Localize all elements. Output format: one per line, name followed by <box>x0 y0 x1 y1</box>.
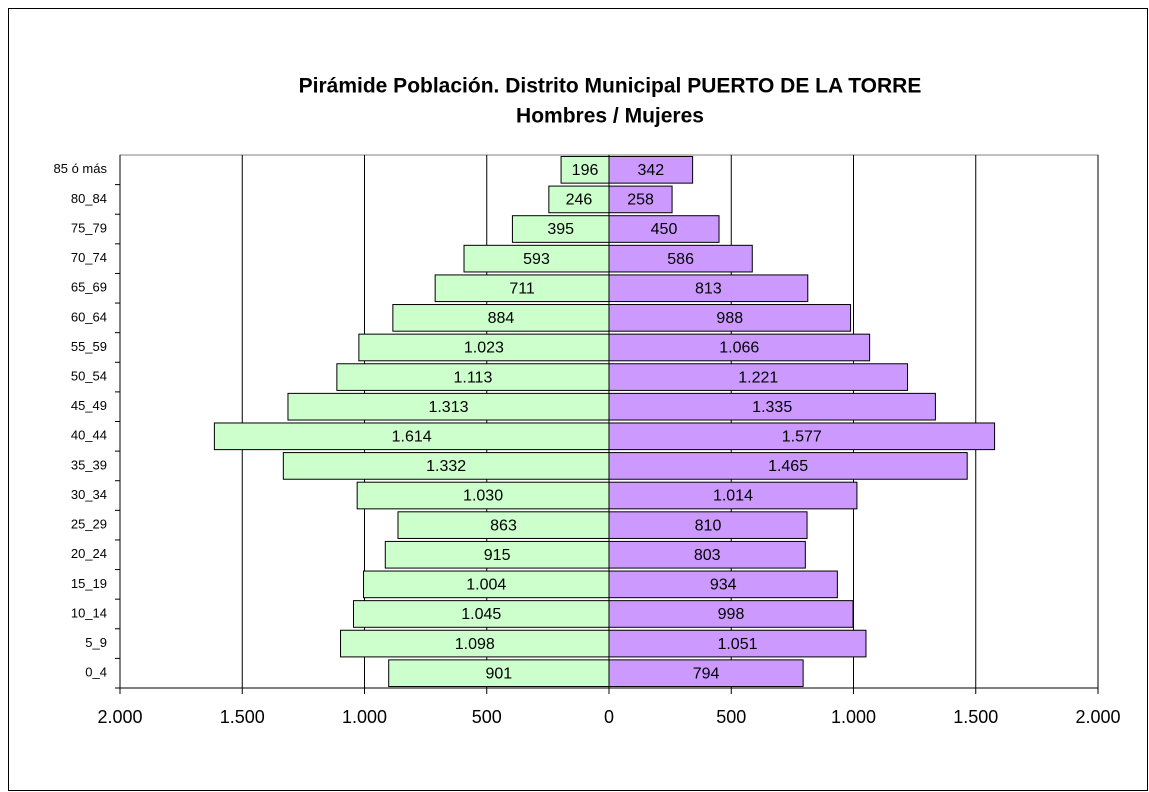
data-label: 1.066 <box>719 340 759 357</box>
data-label: 1.113 <box>454 369 493 386</box>
bar <box>358 333 610 362</box>
data-label: 794 <box>693 665 720 682</box>
data-label: 1.577 <box>782 429 822 446</box>
data-label: 593 <box>523 251 550 268</box>
data-label: 1.098 <box>455 636 495 653</box>
bar <box>397 511 610 539</box>
y-tick-label: 40_44 <box>71 428 107 443</box>
y-tick-label: 60_64 <box>71 309 107 324</box>
y-tick-label: 45_49 <box>71 398 107 413</box>
chart-subtitle: Hombres / Mujeres <box>516 105 704 128</box>
x-tick-label: 1.500 <box>953 707 998 727</box>
y-tick-label: 25_29 <box>71 517 107 532</box>
bar <box>608 481 858 510</box>
data-label: 1.051 <box>717 636 757 653</box>
data-label: 988 <box>716 310 743 327</box>
bar <box>608 363 909 391</box>
bar <box>608 333 871 362</box>
x-tick-label: 1.500 <box>220 707 265 727</box>
y-tick-label: 0_4 <box>85 665 107 680</box>
data-label: 1.045 <box>461 606 501 623</box>
data-label: 246 <box>566 192 593 209</box>
y-tick-label: 85 ó más <box>54 161 108 176</box>
data-label: 395 <box>547 221 574 238</box>
data-label: 901 <box>486 665 513 682</box>
data-label: 1.614 <box>392 429 432 446</box>
y-tick-label: 35_39 <box>71 457 107 472</box>
bar <box>336 363 610 391</box>
x-tick-label: 1.000 <box>831 707 876 727</box>
data-label: 1.004 <box>466 577 506 594</box>
chart-title: Pirámide Población. Distrito Municipal P… <box>299 75 922 98</box>
data-label: 711 <box>509 280 535 297</box>
y-tick-label: 5_9 <box>85 635 107 650</box>
data-label: 810 <box>695 517 722 534</box>
bar <box>356 481 610 510</box>
data-label: 803 <box>694 547 721 564</box>
x-tick-label: 500 <box>472 707 502 727</box>
data-label: 934 <box>710 577 737 594</box>
data-label: 1.465 <box>768 458 808 475</box>
bar <box>287 392 610 421</box>
data-label: 1.014 <box>713 488 753 505</box>
data-label: 342 <box>637 162 664 179</box>
data-label: 813 <box>695 280 722 297</box>
bar <box>434 274 610 303</box>
x-tick-label: 1.000 <box>342 707 387 727</box>
data-label: 998 <box>718 606 745 623</box>
bar <box>608 304 852 332</box>
x-tick-label: 500 <box>716 707 746 727</box>
y-tick-label: 15_19 <box>71 576 107 591</box>
data-label: 1.221 <box>738 369 778 386</box>
y-tick-label: 65_69 <box>71 280 107 295</box>
data-label: 1.023 <box>464 340 504 357</box>
bar <box>511 215 610 243</box>
data-label: 1.313 <box>428 399 468 416</box>
bar <box>384 540 610 569</box>
data-label: 884 <box>488 310 515 327</box>
y-tick-label: 75_79 <box>71 220 107 235</box>
bar <box>608 215 720 243</box>
data-label: 196 <box>572 162 599 179</box>
y-tick-label: 20_24 <box>71 546 107 561</box>
bar <box>608 244 753 273</box>
data-label: 863 <box>490 517 517 534</box>
bar <box>463 244 610 273</box>
data-label: 586 <box>667 251 694 268</box>
x-tick-label: 2.000 <box>97 707 142 727</box>
data-label: 1.332 <box>426 458 466 475</box>
bar <box>282 452 610 480</box>
y-tick-label: 70_74 <box>71 250 107 265</box>
data-label: 1.030 <box>463 488 503 505</box>
bar <box>608 274 809 303</box>
bar <box>608 659 804 688</box>
x-tick-label: 2.000 <box>1075 707 1120 727</box>
y-tick-label: 80_84 <box>71 191 107 206</box>
y-tick-label: 10_14 <box>71 605 107 620</box>
data-label: 258 <box>627 192 654 209</box>
bar <box>608 600 854 628</box>
y-tick-label: 30_34 <box>71 487 107 502</box>
bar <box>608 540 806 569</box>
bar <box>388 659 610 688</box>
data-label: 450 <box>651 221 678 238</box>
x-tick-label: 0 <box>604 707 614 727</box>
y-tick-label: 55_59 <box>71 339 107 354</box>
y-tick-label: 50_54 <box>71 369 107 384</box>
bar <box>608 392 936 421</box>
data-label: 915 <box>484 547 511 564</box>
data-label: 1.335 <box>752 399 792 416</box>
